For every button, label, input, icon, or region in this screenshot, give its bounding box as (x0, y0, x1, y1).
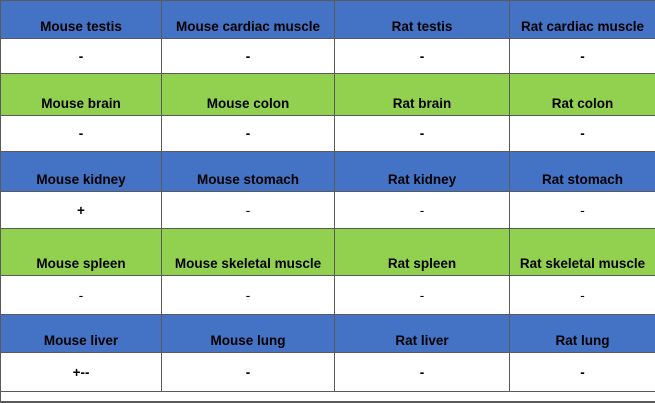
value-cell-mouse-lung: - (162, 353, 335, 392)
value-cell-rat-spleen: - (335, 276, 510, 315)
header-cell-mouse-spleen: Mouse spleen (1, 229, 162, 276)
value-cell-mouse-spleen: - (1, 276, 162, 315)
header-cell-mouse-stomach: Mouse stomach (162, 152, 335, 192)
header-cell-mouse-testis: Mouse testis (1, 1, 162, 39)
header-cell-rat-testis: Rat testis (335, 1, 510, 39)
header-cell-rat-spleen: Rat spleen (335, 229, 510, 276)
value-cell-rat-stomach: - (510, 192, 655, 229)
value-cell-mouse-kidney: + (1, 192, 162, 229)
value-cell-rat-kidney: - (335, 192, 510, 229)
header-cell-rat-colon: Rat colon (510, 74, 655, 116)
header-cell-mouse-kidney: Mouse kidney (1, 152, 162, 192)
value-cell-mouse-testis: - (1, 39, 162, 74)
value-cell-mouse-brain: - (1, 116, 162, 152)
header-cell-mouse-liver: Mouse liver (1, 315, 162, 353)
table-bottom-border (1, 401, 655, 403)
header-cell-rat-lung: Rat lung (510, 315, 655, 353)
value-cell-mouse-skeletal-muscle: - (162, 276, 335, 315)
header-cell-rat-kidney: Rat kidney (335, 152, 510, 192)
value-cell-rat-skeletal-muscle: - (510, 276, 655, 315)
header-cell-mouse-skeletal-muscle: Mouse skeletal muscle (162, 229, 335, 276)
value-cell-mouse-cardiac-muscle: - (162, 39, 335, 74)
header-cell-rat-liver: Rat liver (335, 315, 510, 353)
header-cell-rat-skeletal-muscle: Rat skeletal muscle (510, 229, 655, 276)
header-cell-rat-cardiac-muscle: Rat cardiac muscle (510, 1, 655, 39)
value-cell-mouse-liver: +-- (1, 353, 162, 392)
header-cell-rat-stomach: Rat stomach (510, 152, 655, 192)
value-cell-mouse-stomach: - (162, 192, 335, 229)
value-cell-rat-brain: - (335, 116, 510, 152)
value-cell-rat-testis: - (335, 39, 510, 74)
header-cell-mouse-brain: Mouse brain (1, 74, 162, 116)
value-cell-rat-lung: - (510, 353, 655, 392)
header-cell-mouse-lung: Mouse lung (162, 315, 335, 353)
value-cell-mouse-colon: - (162, 116, 335, 152)
value-cell-rat-liver: - (335, 353, 510, 392)
header-cell-mouse-colon: Mouse colon (162, 74, 335, 116)
value-cell-rat-cardiac-muscle: - (510, 39, 655, 74)
header-cell-rat-brain: Rat brain (335, 74, 510, 116)
value-cell-rat-colon: - (510, 116, 655, 152)
header-cell-mouse-cardiac-muscle: Mouse cardiac muscle (162, 1, 335, 39)
